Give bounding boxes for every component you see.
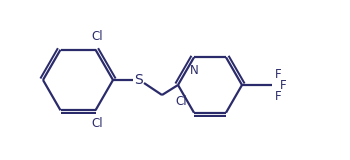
Text: S: S xyxy=(134,73,142,87)
Text: Cl: Cl xyxy=(92,117,103,130)
Text: N: N xyxy=(190,64,198,77)
Text: F: F xyxy=(275,68,282,80)
Text: F: F xyxy=(275,89,282,103)
Text: Cl: Cl xyxy=(92,30,103,43)
Text: F: F xyxy=(280,79,287,92)
Text: Cl: Cl xyxy=(175,95,187,108)
